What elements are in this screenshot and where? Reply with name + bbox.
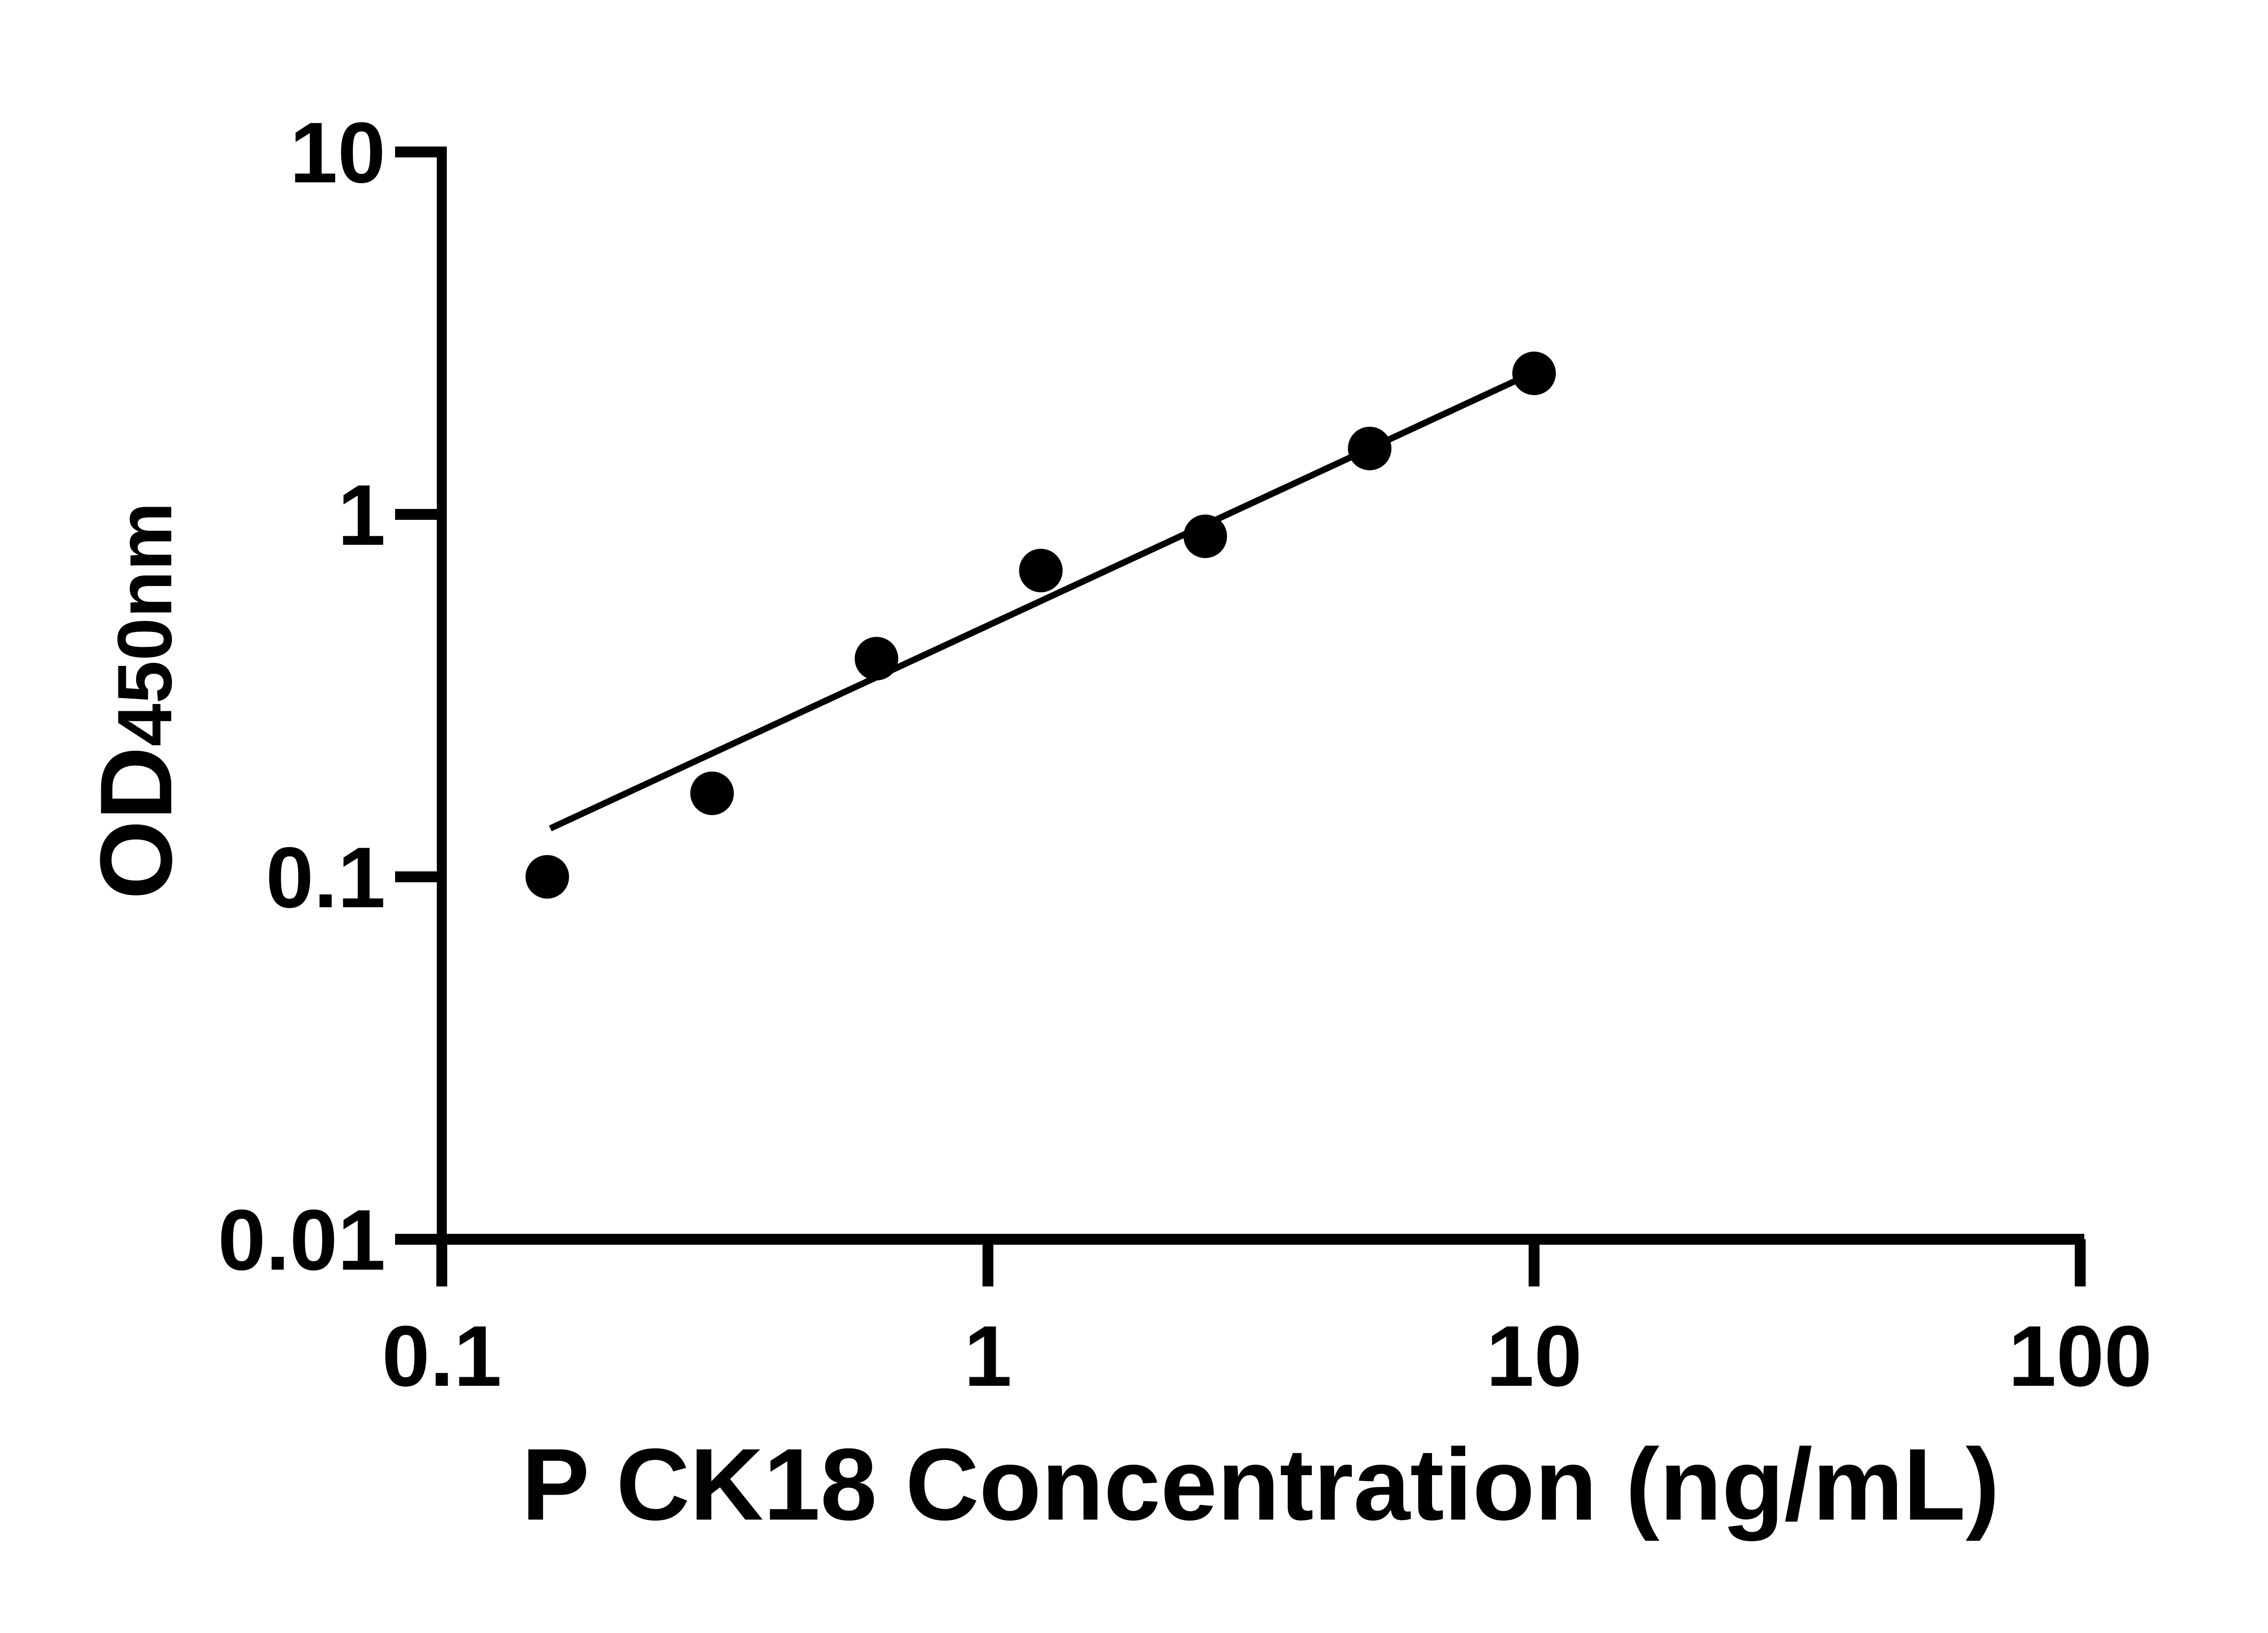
x-tick-label: 10	[1486, 1308, 1582, 1404]
y-tick-label: 0.01	[218, 1192, 386, 1288]
x-axis-title: P CK18 Concentration (ng/mL)	[521, 1427, 2000, 1541]
data-point	[1348, 426, 1392, 470]
y-tick-label: 0.1	[266, 830, 386, 926]
data-point	[1512, 352, 1556, 396]
y-axis-title: OD450nm	[79, 502, 193, 900]
data-point	[690, 771, 734, 815]
x-tick-label: 1	[964, 1308, 1012, 1404]
y-axis-title-subscript: 450nm	[102, 502, 188, 747]
x-tick-label: 0.1	[382, 1308, 502, 1404]
data-point	[1019, 548, 1063, 592]
data-point	[525, 855, 569, 899]
y-tick-label: 1	[337, 467, 386, 563]
y-tick-label: 10	[290, 105, 386, 201]
y-axis-title-main: OD	[78, 746, 193, 900]
x-tick-label: 100	[2008, 1308, 2152, 1404]
data-point	[855, 636, 899, 680]
data-point	[1183, 514, 1227, 558]
